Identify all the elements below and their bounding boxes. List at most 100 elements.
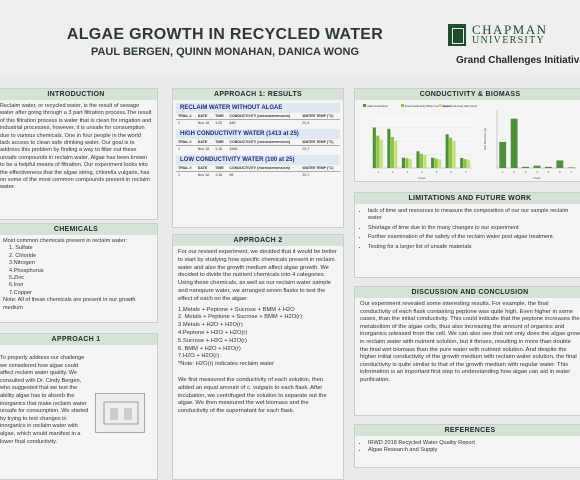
bar bbox=[545, 166, 552, 168]
legend-label: Final Conductivity Before Centrifugation bbox=[405, 104, 451, 108]
reference-item: IRWD 2018 Recycled Water Quality Report bbox=[368, 440, 580, 447]
table-cell: 1:18 bbox=[215, 147, 223, 151]
x-tick-label: 6 bbox=[450, 170, 452, 174]
bar bbox=[449, 137, 453, 168]
chemicals-note: Note: All of these chemicals are present… bbox=[3, 297, 136, 311]
bar bbox=[408, 159, 412, 168]
limitation-item: Further examination of the safety of the… bbox=[368, 234, 580, 241]
bar bbox=[416, 151, 420, 168]
column-header: CONDUCTIVITY (microsiemens/cm) bbox=[227, 139, 301, 146]
column-header: DATE bbox=[195, 165, 214, 172]
x-axis-label: Flask bbox=[533, 176, 541, 180]
introduction-heading: INTRODUCTION bbox=[0, 89, 157, 100]
discussion-heading: DISCUSSION AND CONCLUSION bbox=[355, 287, 580, 298]
biomass-chart: 1 2 3 4 5 6 7 Wet Biomass (g) Flask bbox=[483, 110, 577, 180]
results-table-reclaim: RECLAIM WATER WITHOUT ALGAE TRIAL # DATE… bbox=[176, 103, 340, 126]
column-header: CONDUCTIVITY (microsiemens/cm) bbox=[227, 165, 301, 172]
reference-item: Algae Research and Supply bbox=[368, 447, 580, 454]
conductivity-heading: CONDUCTIVITY & BIOMASS bbox=[355, 89, 580, 100]
approach2-intro: For our revised experiment, we decided t… bbox=[178, 249, 337, 302]
table-cell: 848 bbox=[229, 121, 236, 125]
chemicals-lead: Most common chemicals present in reclaim… bbox=[3, 238, 128, 244]
bar bbox=[372, 127, 376, 168]
x-tick-label: 6 bbox=[559, 170, 561, 174]
bar bbox=[419, 153, 424, 168]
column-header: WATER TEMP (°C) bbox=[300, 139, 340, 146]
flask-item: 4.Peptone + H2O + H2O(r) bbox=[178, 329, 248, 336]
x-tick-label: 7 bbox=[465, 170, 467, 174]
bar bbox=[434, 158, 438, 168]
bar bbox=[467, 159, 471, 168]
bar bbox=[379, 139, 383, 168]
results-panel: APPROACH 1: RESULTS RECLAIM WATER WITHOU… bbox=[172, 88, 344, 228]
chemical-item: 5.Zinc bbox=[9, 275, 25, 282]
chemical-item: 4.Phosphorus bbox=[9, 267, 44, 274]
table-cell: 20.7 bbox=[302, 147, 310, 151]
legend-swatch bbox=[439, 104, 442, 107]
logo-subtitle: UNIVERSITY bbox=[472, 35, 545, 46]
table-cell: 1 bbox=[178, 147, 180, 151]
x-tick-label: 2 bbox=[392, 170, 394, 174]
table-row: 1 Nov 18 1:18 1566 20.7 bbox=[176, 146, 340, 153]
table-cell: 98 bbox=[229, 173, 234, 177]
results-table-title: RECLAIM WATER WITHOUT ALGAE bbox=[176, 103, 340, 113]
bar bbox=[445, 134, 449, 168]
x-tick-label: 7 bbox=[570, 170, 572, 174]
references-list: IRWD 2018 Recycled Water Quality Report … bbox=[360, 440, 580, 455]
x-tick-label: 2 bbox=[513, 170, 515, 174]
table-cell: 1 bbox=[178, 173, 180, 177]
approach2-outro: We first measured the conductivity of ea… bbox=[178, 376, 327, 415]
legend-swatch bbox=[401, 104, 404, 107]
column-header: TRIAL # bbox=[176, 165, 196, 172]
results-table-high: HIGH CONDUCTIVITY WATER (1413 at 25) TRI… bbox=[176, 129, 340, 152]
table-cell: 20.4 bbox=[302, 121, 310, 125]
column-header: WATER TEMP (°C) bbox=[300, 165, 340, 172]
approach1-panel: APPROACH 1 To properly address our chall… bbox=[0, 333, 158, 480]
flask-list: 1.Metals + Peptone + Sucrose + BMM + H2O… bbox=[178, 307, 338, 362]
column-header: TRIAL # bbox=[176, 139, 196, 146]
column-header: TIME bbox=[213, 165, 228, 172]
bar bbox=[401, 157, 406, 168]
table-cell: 1:16 bbox=[215, 173, 223, 177]
column-header: TRIAL # bbox=[176, 113, 196, 120]
chemical-item: 2. Chloride bbox=[9, 252, 37, 259]
table-cell: Nov 18 bbox=[197, 121, 210, 125]
bar bbox=[567, 167, 575, 168]
lab-equipment-image bbox=[95, 393, 145, 433]
discussion-text: Our experiment revealed some interesting… bbox=[360, 301, 580, 383]
chemical-item: 1. Sulfate bbox=[9, 245, 33, 252]
approach1-text: To properly address our challenge we con… bbox=[0, 355, 89, 445]
results-table-title: HIGH CONDUCTIVITY WATER (1413 at 25) bbox=[176, 129, 340, 139]
chemicals-panel: CHEMICALS Most common chemicals present … bbox=[0, 223, 158, 323]
limitations-heading: LIMITATIONS AND FUTURE WORK bbox=[355, 193, 580, 204]
table-cell: Nov 18 bbox=[197, 173, 210, 177]
x-tick-label: 3 bbox=[525, 170, 527, 174]
flask-item: 3.Metals + H2O + H2O(r) bbox=[178, 322, 243, 329]
approach2-panel: APPROACH 2 For our revised experiment, w… bbox=[172, 234, 344, 480]
results-table-low: LOW CONDUCTIVITY WATER (100 at 25) TRIAL… bbox=[176, 155, 340, 178]
bar bbox=[431, 157, 435, 168]
legend-swatch bbox=[363, 104, 366, 107]
flask-item: 2. Metals + Peptone + Sucrose + BMM + H2… bbox=[178, 314, 303, 321]
bar bbox=[390, 136, 394, 168]
poster-header: ALGAE GROWTH IN RECYCLED WATER PAUL BERG… bbox=[0, 0, 580, 75]
x-tick-label: 1 bbox=[377, 170, 379, 174]
bar bbox=[394, 141, 398, 168]
chemical-item: 3.Nitrogen bbox=[9, 260, 35, 267]
x-axis-label: Flask bbox=[418, 176, 426, 180]
table-cell: 1:20 bbox=[215, 121, 223, 125]
introduction-text: Reclaim water, or recycled water, is the… bbox=[0, 103, 152, 191]
references-heading: REFERENCES bbox=[355, 425, 580, 436]
column-header: DATE bbox=[195, 139, 214, 146]
limitation-item: Shortage of time due to the many changes… bbox=[368, 225, 580, 232]
column-header: CONDUCTIVITY (microsiemens/cm) bbox=[227, 113, 301, 120]
x-tick-label: 4 bbox=[421, 170, 423, 174]
limitations-list: lack of time and resources to measure th… bbox=[360, 208, 580, 251]
limitation-item: Testing for a larger list of unsafe mate… bbox=[368, 244, 580, 251]
limitation-item: lack of time and resources to measure th… bbox=[368, 208, 580, 223]
discussion-panel: DISCUSSION AND CONCLUSION Our experiment… bbox=[354, 286, 580, 416]
column-header: DATE bbox=[195, 113, 214, 120]
y-axis-label: Wet Biomass (g) bbox=[483, 128, 487, 150]
table-row: 1 Nov 18 1:20 848 20.4 bbox=[176, 120, 340, 127]
